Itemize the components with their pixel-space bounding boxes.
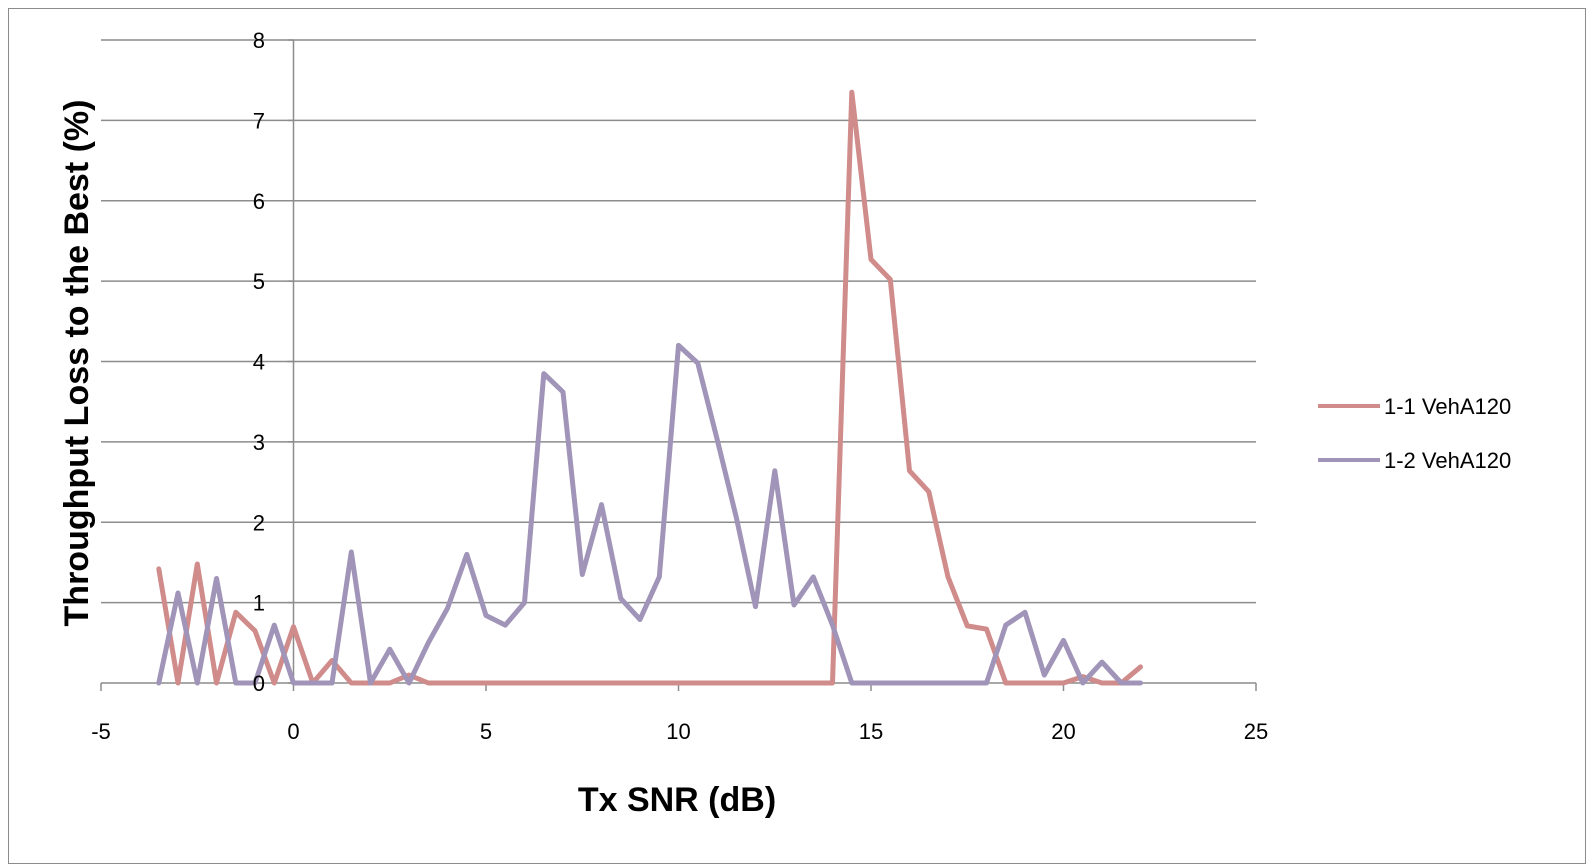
y-tick-label-6: 6 [253,189,265,214]
y-tick-label-7: 7 [253,108,265,133]
x-tick-label-0: 0 [287,719,299,744]
x-tick-label-10: 10 [666,719,690,744]
y-tick-label-0: 0 [253,671,265,696]
legend-label-1-2-veha120: 1-2 VehA120 [1384,448,1511,473]
series-line-1-1-veha120 [156,89,1143,686]
y-tick-label-5: 5 [253,269,265,294]
y-tick-label-2: 2 [253,510,265,535]
chart-frame [8,8,1586,864]
y-tick-label-8: 8 [253,28,265,53]
x-tick-label-15: 15 [859,719,883,744]
x-tick-label-25: 25 [1244,719,1268,744]
x-tick-label-5: 5 [480,719,492,744]
y-tick-label-3: 3 [253,430,265,455]
series-lines [156,89,1143,686]
x-tick-label-20: 20 [1051,719,1075,744]
tick-labels: 0 1 2 3 4 5 6 7 8 -5 0 5 10 15 20 25 [91,28,1268,744]
gridlines [101,39,1256,604]
x-axis-title: Tx SNR (dB) [578,781,776,819]
series-line-1-2-veha120 [156,342,1143,686]
y-tick-label-4: 4 [253,350,265,375]
y-axis-title: Throughput Loss to the Best (%) [58,100,96,627]
y-tick-label-1: 1 [253,591,265,616]
x-tick-label--5: -5 [91,719,111,744]
legend: 1-1 VehA120 1-2 VehA120 [1318,394,1511,473]
legend-label-1-1-veha120: 1-1 VehA120 [1384,394,1511,419]
